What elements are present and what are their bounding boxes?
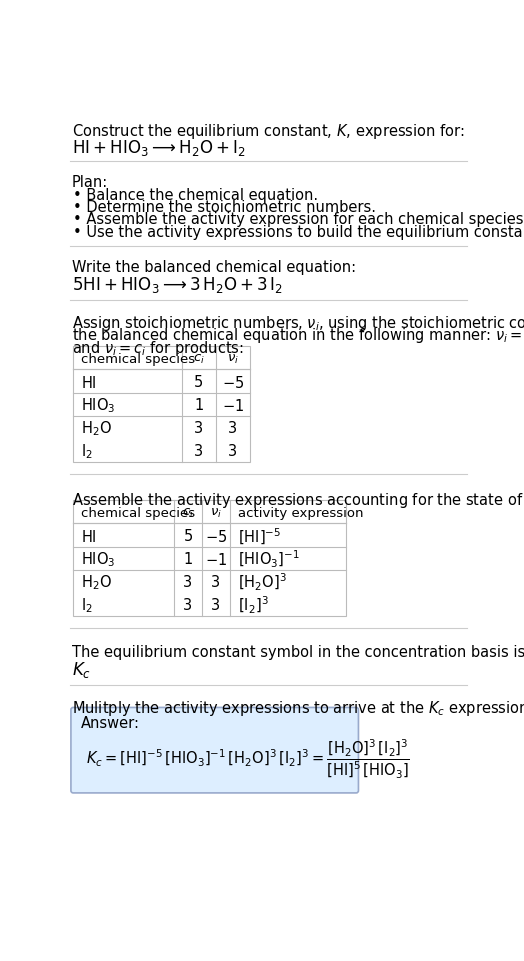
Text: Assign stoichiometric numbers, $\nu_i$, using the stoichiometric coefficients, $: Assign stoichiometric numbers, $\nu_i$, … xyxy=(72,314,524,333)
Text: $\mathrm{HIO_3}$: $\mathrm{HIO_3}$ xyxy=(81,551,116,569)
Bar xyxy=(73,346,250,462)
Text: 3: 3 xyxy=(183,576,192,590)
Text: 3: 3 xyxy=(211,576,221,590)
Text: $\mathrm{HI}$: $\mathrm{HI}$ xyxy=(81,529,97,545)
Text: $-1$: $-1$ xyxy=(222,398,244,413)
Text: $\mathrm{H_2O}$: $\mathrm{H_2O}$ xyxy=(81,574,112,592)
Text: 5: 5 xyxy=(183,529,193,544)
Text: $c_i$: $c_i$ xyxy=(182,506,194,520)
Text: $[\mathrm{HI}]^{-5}$: $[\mathrm{HI}]^{-5}$ xyxy=(237,527,281,547)
Text: • Use the activity expressions to build the equilibrium constant expression.: • Use the activity expressions to build … xyxy=(73,225,524,239)
Text: Write the balanced chemical equation:: Write the balanced chemical equation: xyxy=(72,260,356,275)
Text: $\mathrm{I_2}$: $\mathrm{I_2}$ xyxy=(81,442,93,461)
Text: 1: 1 xyxy=(183,553,193,567)
Text: $[\mathrm{HIO_3}]^{-1}$: $[\mathrm{HIO_3}]^{-1}$ xyxy=(237,549,299,570)
Text: $-5$: $-5$ xyxy=(222,375,244,390)
Text: $-1$: $-1$ xyxy=(205,552,227,568)
Text: The equilibrium constant symbol in the concentration basis is:: The equilibrium constant symbol in the c… xyxy=(72,645,524,660)
Text: the balanced chemical equation in the following manner: $\nu_i = -c_i$ for react: the balanced chemical equation in the fo… xyxy=(72,327,524,345)
Text: 5: 5 xyxy=(194,375,203,390)
FancyBboxPatch shape xyxy=(71,707,358,793)
Text: 3: 3 xyxy=(194,444,203,459)
Text: Plan:: Plan: xyxy=(72,175,108,189)
Text: $[\mathrm{I_2}]^{3}$: $[\mathrm{I_2}]^{3}$ xyxy=(237,595,268,616)
Text: Mulitply the activity expressions to arrive at the $K_c$ expression:: Mulitply the activity expressions to arr… xyxy=(72,699,524,718)
Text: $K_c$: $K_c$ xyxy=(72,660,91,680)
Text: $\nu_i$: $\nu_i$ xyxy=(227,353,239,366)
Text: and $\nu_i = c_i$ for products:: and $\nu_i = c_i$ for products: xyxy=(72,338,244,357)
Text: $\mathrm{H_2O}$: $\mathrm{H_2O}$ xyxy=(81,419,112,438)
Text: Construct the equilibrium constant, $K$, expression for:: Construct the equilibrium constant, $K$,… xyxy=(72,122,464,141)
Bar xyxy=(73,501,346,616)
Text: 3: 3 xyxy=(228,444,237,459)
Text: 1: 1 xyxy=(194,398,203,413)
Text: 3: 3 xyxy=(183,599,192,613)
Text: 3: 3 xyxy=(194,421,203,436)
Text: chemical species: chemical species xyxy=(81,353,195,366)
Text: activity expression: activity expression xyxy=(237,506,363,520)
Text: $5 \mathrm{HI} + \mathrm{HIO_3}  \longrightarrow  3\,\mathrm{H_2O} + 3\,\mathrm{: $5 \mathrm{HI} + \mathrm{HIO_3} \longrig… xyxy=(72,276,283,295)
Text: • Balance the chemical equation.: • Balance the chemical equation. xyxy=(73,187,319,203)
Text: $-5$: $-5$ xyxy=(205,529,227,545)
Text: $\mathrm{HI}$: $\mathrm{HI}$ xyxy=(81,375,97,390)
Text: $[\mathrm{H_2O}]^{3}$: $[\mathrm{H_2O}]^{3}$ xyxy=(237,572,287,593)
Text: • Assemble the activity expression for each chemical species.: • Assemble the activity expression for e… xyxy=(73,212,524,228)
Text: $\nu_i$: $\nu_i$ xyxy=(210,506,222,520)
Text: $c_i$: $c_i$ xyxy=(193,353,205,366)
Text: $\mathrm{I_2}$: $\mathrm{I_2}$ xyxy=(81,597,93,615)
Text: $K_c = [\mathrm{HI}]^{-5}\,[\mathrm{HIO_3}]^{-1}\,[\mathrm{H_2O}]^{3}\,[\mathrm{: $K_c = [\mathrm{HI}]^{-5}\,[\mathrm{HIO_… xyxy=(85,737,410,781)
Text: 3: 3 xyxy=(211,599,221,613)
Text: 3: 3 xyxy=(228,421,237,436)
Text: $\mathrm{HIO_3}$: $\mathrm{HIO_3}$ xyxy=(81,396,116,415)
Text: • Determine the stoichiometric numbers.: • Determine the stoichiometric numbers. xyxy=(73,200,376,215)
Text: $\mathrm{HI + HIO_3 \longrightarrow H_2O + I_2}$: $\mathrm{HI + HIO_3 \longrightarrow H_2O… xyxy=(72,137,246,158)
Text: Assemble the activity expressions accounting for the state of matter and $\nu_i$: Assemble the activity expressions accoun… xyxy=(72,491,524,510)
Text: Answer:: Answer: xyxy=(81,716,140,731)
Text: chemical species: chemical species xyxy=(81,506,195,520)
